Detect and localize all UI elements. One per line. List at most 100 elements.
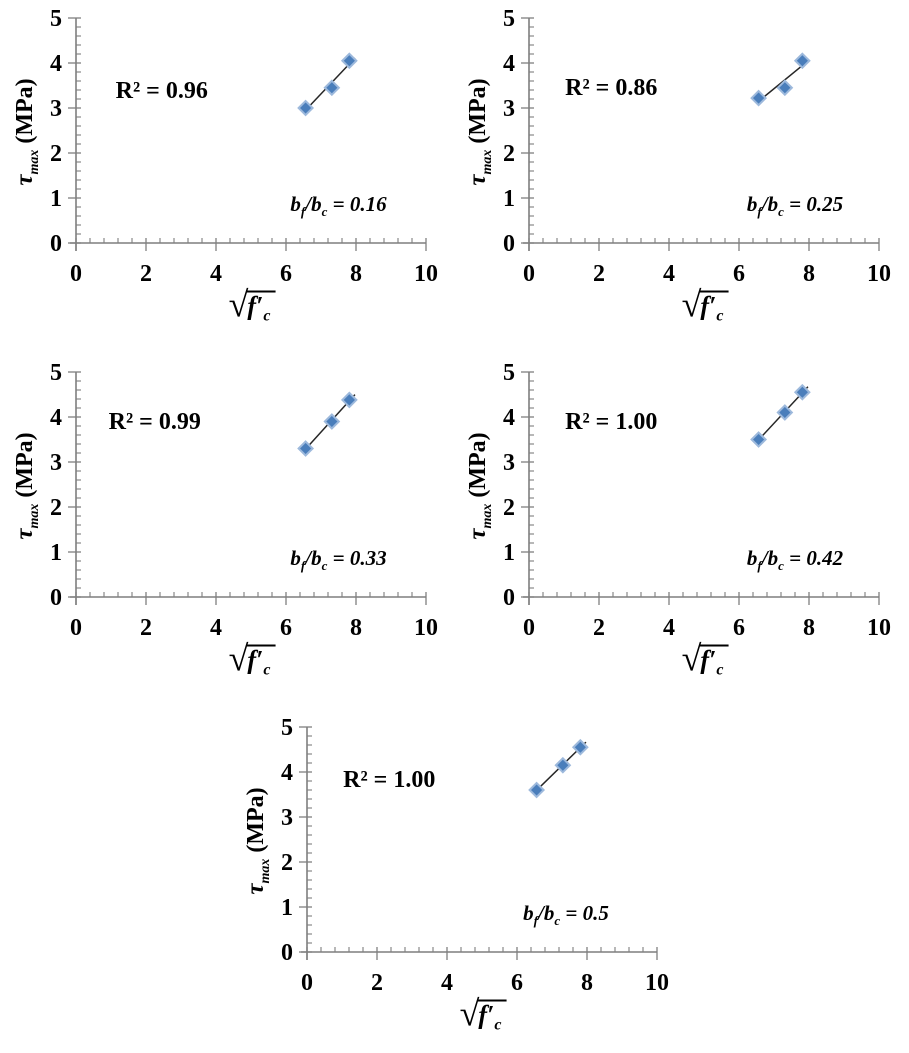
x-tick-label: 4: [210, 615, 222, 641]
scatter-panel-bf-bc-042: 0 2 4 6 8 10 0 1 2 3 4 5 τmax (MPa) √ f′c R² = 1.00 …: [454, 354, 909, 694]
ratio-annotation: bf/bc = 0.42: [746, 546, 844, 574]
ratio-num: b: [523, 901, 534, 925]
y-tick-label: 3: [50, 450, 62, 476]
y-axis-label: τmax (MPa): [11, 432, 42, 539]
fc-subscript: c: [716, 307, 724, 325]
ratio-value: = 0.42: [783, 546, 844, 570]
fc-base: f′: [478, 1000, 495, 1030]
radicand: f′c: [699, 644, 729, 680]
x-tick-label: 8: [803, 615, 815, 641]
y-tick-label: 3: [503, 96, 515, 122]
y-tick-label: 1: [281, 895, 293, 921]
y-axis-label: τmax (MPa): [464, 432, 495, 540]
ratio-num: b: [290, 192, 301, 216]
x-tick-label: 4: [663, 615, 675, 641]
data-point-marker: [750, 89, 768, 107]
y-axis-units: (MPa): [465, 432, 492, 504]
fc-subscript: c: [494, 1016, 502, 1034]
x-axis-label: √ f′c: [460, 996, 507, 1035]
ratio-den: /b: [538, 901, 555, 925]
y-tick-label: 2: [281, 850, 293, 876]
tau-subscript: max: [26, 149, 42, 175]
y-tick-label: 5: [281, 715, 293, 741]
y-axis-units: (MPa): [465, 78, 492, 150]
y-tick-label: 1: [503, 540, 515, 566]
radical-sign: √: [228, 284, 249, 325]
x-tick-label: 8: [581, 970, 593, 996]
ratio-num: b: [290, 546, 301, 570]
y-tick-label: 4: [50, 405, 62, 431]
x-tick-label: 2: [140, 615, 152, 641]
ratio-den-sub: c: [321, 558, 328, 574]
fc-subscript: c: [716, 661, 724, 679]
tau-symbol: τ: [11, 174, 39, 186]
y-tick-label: 3: [281, 805, 293, 831]
data-point-marker: [323, 413, 341, 430]
plot-area: 0 2 4 6 8 10 0 1 2 3 4 5: [281, 715, 669, 996]
ratio-den-sub: c: [778, 558, 784, 574]
fc-subscript: c: [263, 307, 271, 325]
scatter-panel-bf-bc-016: 0 2 4 6 8 10 0 1 2 3 4 5 τmax (MPa) √ f′c R² = 0.96 …: [1, 0, 456, 340]
tau-symbol: τ: [464, 528, 492, 540]
data-point-marker: [750, 431, 768, 448]
x-tick-label: 8: [350, 261, 362, 287]
data-point-marker: [340, 52, 358, 70]
data-point-marker: [554, 756, 572, 774]
ratio-value: = 0.25: [783, 192, 844, 216]
y-tick-label: 1: [50, 186, 62, 212]
y-axis-units: (MPa): [12, 78, 39, 150]
ratio-num-sub: f: [300, 204, 306, 220]
tau-subscript: max: [26, 503, 42, 529]
data-point-marker: [793, 52, 811, 70]
ratio-num: b: [746, 546, 758, 570]
ratio-den: /b: [761, 192, 779, 216]
y-tick-label: 4: [50, 51, 62, 77]
x-tick-label: 6: [511, 970, 523, 996]
x-tick-label: 4: [441, 970, 453, 996]
x-axis-label: √ f′c: [682, 641, 729, 680]
y-tick-label: 3: [503, 450, 515, 476]
y-tick-label: 5: [50, 6, 62, 32]
x-tick-label: 4: [663, 261, 675, 287]
y-tick-label: 3: [50, 96, 62, 122]
fc-base: f′: [700, 291, 717, 321]
data-point-marker: [323, 79, 341, 97]
x-tick-label: 8: [350, 615, 362, 641]
fc-subscript: c: [263, 661, 271, 679]
y-axis-units: (MPa): [243, 787, 270, 859]
tau-symbol: τ: [242, 883, 270, 895]
radical-sign: √: [681, 638, 702, 679]
y-tick-label: 1: [503, 186, 515, 212]
tau-symbol: τ: [464, 174, 492, 186]
y-tick-label: 2: [503, 495, 515, 521]
ratio-annotation: bf/bc = 0.25: [747, 192, 844, 219]
y-tick-label: 5: [503, 6, 515, 32]
y-axis-label: τmax (MPa): [11, 78, 42, 186]
x-tick-label: 2: [371, 970, 383, 996]
y-tick-label: 4: [281, 760, 293, 786]
fc-base: f′: [247, 291, 264, 321]
plot-area: 0 2 4 6 8 10 0 1 2 3 4 5: [503, 6, 891, 287]
data-point-marker: [571, 738, 589, 756]
fc-base: f′: [247, 645, 264, 675]
y-axis-label: τmax (MPa): [242, 787, 273, 895]
radicand: f′c: [699, 290, 729, 326]
x-tick-label: 2: [593, 261, 605, 287]
y-tick-label: 0: [50, 585, 62, 611]
scatter-panel-bf-bc-025: 0 2 4 6 8 10 0 1 2 3 4 5 τmax (MPa) √ f′c R² = 0.86 …: [454, 0, 909, 340]
x-tick-label: 10: [867, 615, 891, 641]
y-tick-label: 2: [503, 141, 515, 167]
x-tick-label: 6: [280, 615, 292, 641]
data-point-marker: [297, 440, 315, 457]
x-tick-label: 0: [70, 261, 82, 287]
x-tick-label: 10: [414, 261, 438, 287]
y-tick-label: 0: [50, 231, 62, 257]
ratio-annotation: bf/bc = 0.33: [290, 546, 386, 574]
ratio-den: /b: [305, 192, 322, 216]
r2-annotation: R² = 0.86: [565, 75, 658, 102]
data-point-marker: [297, 99, 315, 117]
r2-annotation: R² = 0.99: [108, 408, 201, 435]
ratio-den: /b: [305, 546, 322, 570]
plot-area: 0 2 4 6 8 10 0 1 2 3 4 5: [503, 360, 891, 641]
